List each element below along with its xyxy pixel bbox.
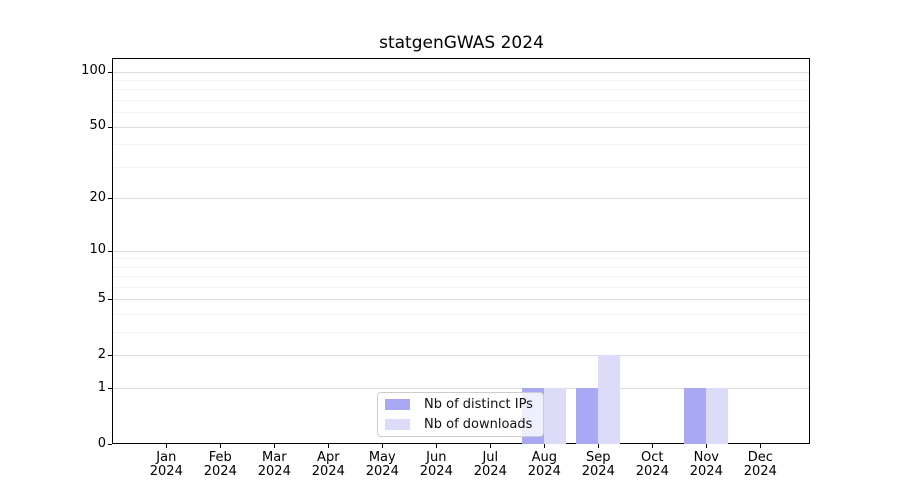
- x-tick-label-jan: Jan 2024: [150, 451, 183, 479]
- y-tick-label-1: 1: [97, 379, 106, 395]
- legend-label: Nb of downloads: [424, 417, 533, 432]
- gridline-major-20: [113, 198, 809, 200]
- y-tick-mark-100: [108, 71, 112, 73]
- x-tick-mark-jul: [490, 444, 492, 448]
- x-tick-month: Mar: [262, 450, 287, 465]
- bar-distinct-ips-nov: [684, 388, 707, 444]
- x-tick-label-oct: Oct 2024: [636, 451, 669, 479]
- y-tick-label-20: 20: [89, 189, 106, 205]
- gridline-minor-60: [113, 112, 809, 114]
- x-tick-month: Dec: [747, 450, 773, 465]
- y-tick-mark-0: [108, 444, 112, 445]
- x-tick-mark-oct: [652, 444, 654, 448]
- x-tick-label-jul: Jul 2024: [474, 451, 507, 479]
- y-tick-label-0: 0: [97, 435, 106, 451]
- x-tick-month: Jun: [426, 450, 447, 465]
- bar-downloads-sep: [598, 355, 621, 444]
- y-tick-mark-5: [108, 299, 112, 301]
- x-tick-mark-nov: [706, 444, 708, 448]
- legend-row-distinct-ips: Nb of distinct IPs: [378, 396, 543, 414]
- x-tick-mark-mar: [274, 444, 276, 448]
- x-tick-year: 2024: [473, 464, 507, 479]
- x-tick-mark-feb: [220, 444, 222, 448]
- x-tick-year: 2024: [149, 464, 183, 479]
- legend: Nb of distinct IPs Nb of downloads: [377, 392, 544, 437]
- y-tick-mark-20: [108, 198, 112, 200]
- x-tick-year: 2024: [743, 464, 777, 479]
- x-tick-month: Jan: [156, 450, 177, 465]
- x-tick-year: 2024: [689, 464, 723, 479]
- x-tick-mark-aug: [544, 444, 546, 448]
- legend-swatch-icon: [385, 419, 410, 430]
- x-tick-mark-jun: [436, 444, 438, 448]
- x-tick-month: Feb: [208, 450, 232, 465]
- y-tick-label-5: 5: [97, 290, 106, 306]
- x-tick-month: Aug: [531, 450, 557, 465]
- y-tick-label-50: 50: [89, 118, 106, 134]
- x-tick-month: Nov: [693, 450, 719, 465]
- x-tick-year: 2024: [257, 464, 291, 479]
- x-tick-month: Sep: [586, 450, 611, 465]
- gridline-minor-8: [113, 266, 809, 268]
- x-tick-mark-dec: [760, 444, 762, 448]
- bar-downloads-aug: [544, 388, 567, 444]
- x-tick-month: May: [368, 450, 396, 465]
- x-tick-label-may: May 2024: [366, 451, 399, 479]
- x-tick-month: Jul: [482, 450, 499, 465]
- x-tick-label-dec: Dec 2024: [744, 451, 777, 479]
- gridline-minor-3: [113, 332, 809, 334]
- gridline-minor-4: [113, 314, 809, 316]
- legend-row-downloads: Nb of downloads: [378, 416, 543, 434]
- x-tick-year: 2024: [203, 464, 237, 479]
- x-tick-label-mar: Mar 2024: [258, 451, 291, 479]
- y-tick-mark-2: [108, 355, 112, 357]
- gridline-minor-6: [113, 287, 809, 288]
- gridline-major-2: [113, 355, 809, 357]
- x-tick-year: 2024: [527, 464, 561, 479]
- gridline-minor-80: [113, 89, 809, 91]
- x-tick-mark-apr: [328, 444, 330, 448]
- gridline-major-50: [113, 126, 809, 128]
- gridline-major-10: [113, 250, 809, 252]
- gridline-major-5: [113, 299, 809, 301]
- legend-label: Nb of distinct IPs: [424, 397, 533, 412]
- gridline-minor-70: [113, 100, 809, 101]
- x-tick-mark-sep: [598, 444, 600, 448]
- x-tick-year: 2024: [419, 464, 453, 479]
- x-tick-year: 2024: [581, 464, 615, 479]
- x-tick-year: 2024: [635, 464, 669, 479]
- x-tick-mark-may: [382, 444, 384, 448]
- x-tick-label-nov: Nov 2024: [690, 451, 723, 479]
- y-tick-label-10: 10: [89, 242, 106, 257]
- x-tick-month: Apr: [317, 450, 340, 465]
- x-tick-mark-jan: [166, 444, 168, 448]
- y-tick-mark-50: [108, 126, 112, 128]
- x-tick-month: Oct: [641, 450, 664, 465]
- gridline-minor-40: [113, 144, 809, 146]
- x-tick-label-apr: Apr 2024: [312, 451, 345, 479]
- gridline-major-100: [113, 71, 809, 73]
- x-tick-year: 2024: [365, 464, 399, 479]
- bar-distinct-ips-sep: [576, 388, 599, 444]
- bar-downloads-nov: [706, 388, 729, 444]
- y-tick-label-2: 2: [97, 346, 106, 362]
- x-tick-label-feb: Feb 2024: [204, 451, 237, 479]
- gridline-minor-30: [113, 166, 809, 168]
- y-tick-label-100: 100: [81, 63, 106, 79]
- legend-swatch-icon: [385, 399, 410, 410]
- y-tick-mark-1: [108, 388, 112, 390]
- x-tick-label-sep: Sep 2024: [582, 451, 615, 479]
- gridline-minor-9: [113, 258, 809, 260]
- chart-title: statgenGWAS 2024: [379, 33, 544, 53]
- x-tick-year: 2024: [311, 464, 345, 479]
- gridline-minor-90: [113, 80, 809, 81]
- x-tick-label-jun: Jun 2024: [420, 451, 453, 479]
- x-tick-label-aug: Aug 2024: [528, 451, 561, 479]
- gridline-minor-7: [113, 276, 809, 278]
- plot-area: [112, 58, 810, 444]
- gridline-major-1: [113, 388, 809, 390]
- y-tick-mark-10: [108, 250, 112, 252]
